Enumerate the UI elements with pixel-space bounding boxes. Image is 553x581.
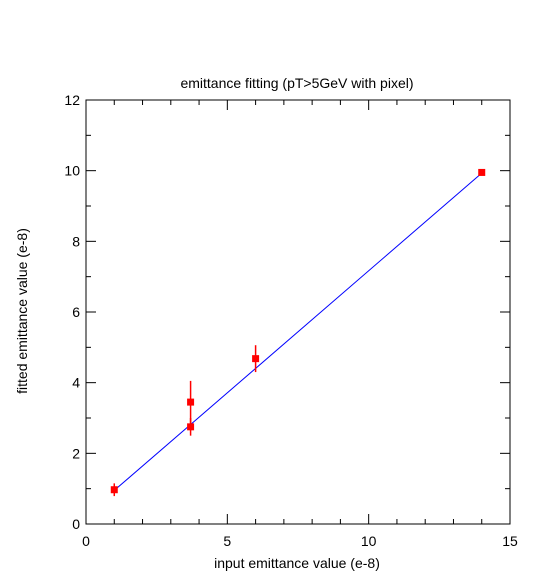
ticks	[85, 99, 511, 525]
data-point	[187, 398, 195, 406]
data-point	[110, 486, 118, 494]
y-tick-label: 2	[72, 445, 80, 461]
data-point	[478, 168, 486, 176]
tick-labels: 0 5 10 15 0 2 4 6 8 10 12	[64, 92, 518, 549]
data-point	[252, 355, 260, 363]
fit-line	[113, 172, 483, 491]
fit-layer	[113, 172, 483, 491]
y-tick-label: 8	[72, 233, 80, 249]
x-axis-title: input emittance value (e-8)	[214, 555, 380, 571]
x-tick-label: 15	[502, 533, 518, 549]
y-tick-label: 4	[72, 375, 80, 391]
x-tick-label: 0	[82, 533, 90, 549]
y-tick-label: 12	[64, 92, 80, 108]
y-tick-label: 6	[72, 304, 80, 320]
y-tick-label: 10	[64, 163, 80, 179]
y-tick-label: 0	[72, 516, 80, 532]
x-tick-label: 10	[361, 533, 377, 549]
x-tick-label: 5	[223, 533, 231, 549]
points-layer	[110, 168, 486, 497]
data-point	[187, 423, 195, 431]
y-axis-title: fitted emittance value (e-8)	[14, 228, 30, 394]
chart-title: emittance fitting (pT>5GeV with pixel)	[180, 75, 413, 91]
